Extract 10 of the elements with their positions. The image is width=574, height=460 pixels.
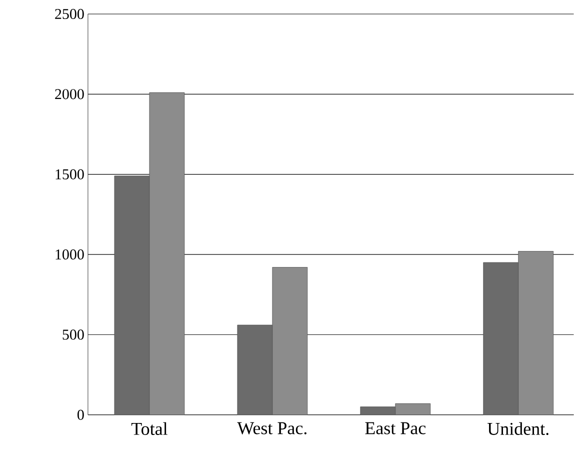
y-tick-label: 1000 [56,250,84,260]
y-tick-label: 500 [62,330,84,340]
y-tick-label: 1500 [56,169,84,180]
x-tick-label: Unident. [488,422,548,436]
y-tick-label: 2500 [55,9,84,20]
x-tick-label: West Pac. [237,422,306,434]
x-tick-label: Total [131,422,168,436]
x-tick-label: East Pac [365,422,426,434]
y-tick-label: 2000 [55,89,84,100]
y-tick-label: 0 [78,410,84,420]
